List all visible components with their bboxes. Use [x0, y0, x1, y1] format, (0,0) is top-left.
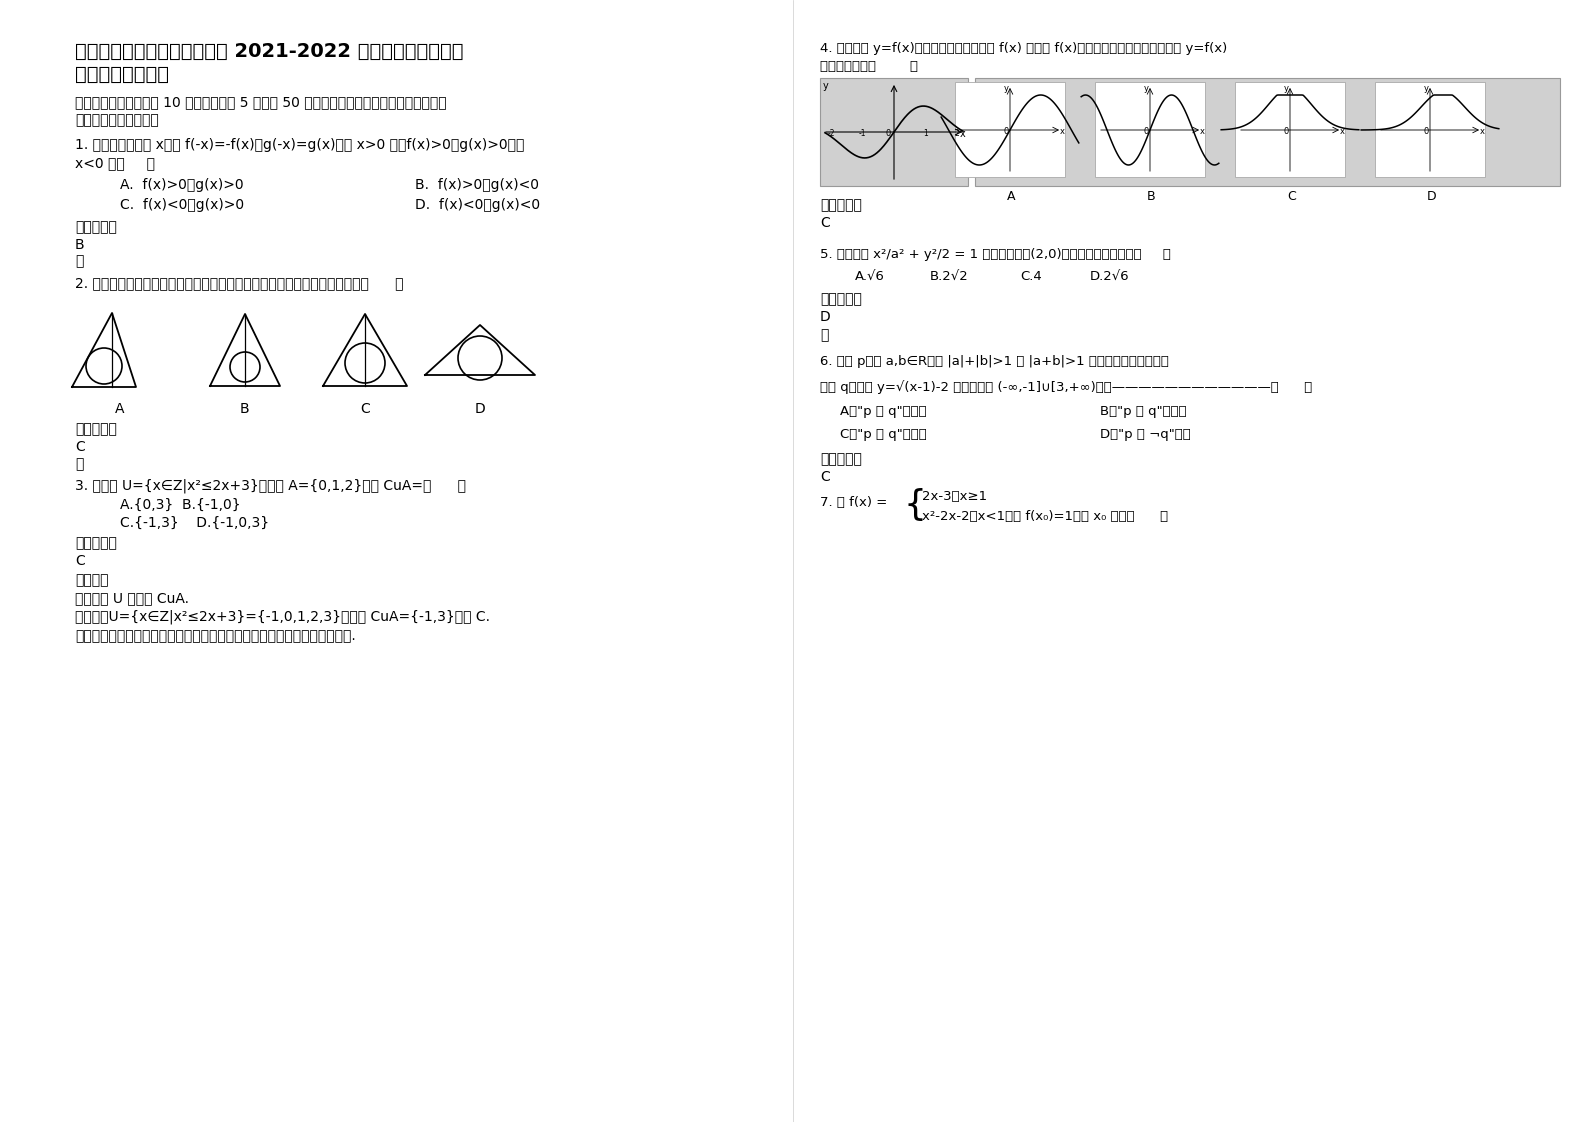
Text: 0: 0 — [1144, 127, 1149, 136]
Text: 0: 0 — [1424, 127, 1430, 136]
Text: C: C — [820, 470, 830, 484]
Text: y: y — [1005, 84, 1009, 93]
Text: B.2√2: B.2√2 — [930, 270, 968, 283]
Bar — [820, 79, 968, 186]
Text: x: x — [1481, 127, 1485, 136]
Text: 一、选择题：本大题共 10 小题，每小题 5 分，共 50 分。在每小题给出的四个选项中，只有: 一、选择题：本大题共 10 小题，每小题 5 分，共 50 分。在每小题给出的四… — [75, 95, 446, 109]
Text: 1: 1 — [924, 129, 928, 138]
Text: C.  f(x)<0，g(x)>0: C. f(x)<0，g(x)>0 — [121, 197, 244, 212]
Text: C: C — [1287, 190, 1295, 203]
Text: -1: -1 — [859, 129, 867, 138]
Text: 的图象大致是（        ）: 的图象大致是（ ） — [820, 59, 917, 73]
Text: 略: 略 — [75, 457, 84, 471]
Text: 求出全集 U 后可得 CuA.: 求出全集 U 后可得 CuA. — [75, 591, 189, 605]
Text: B: B — [75, 238, 84, 252]
Text: C: C — [75, 440, 84, 454]
Text: 参考答案：: 参考答案： — [820, 452, 862, 466]
Text: 参考答案：: 参考答案： — [75, 220, 117, 234]
Text: x: x — [1339, 127, 1346, 136]
Text: B.  f(x)>0，g(x)<0: B. f(x)>0，g(x)<0 — [414, 178, 540, 192]
Text: x: x — [960, 129, 966, 139]
Text: D.2√6: D.2√6 — [1090, 270, 1130, 283]
Text: D.  f(x)<0，g(x)<0: D. f(x)<0，g(x)<0 — [414, 197, 540, 212]
Text: 命题 q：函数 y=√(x-1)-2 的定义域是 (-∞,-1]∪[3,+∞)，则————————————（      ）: 命题 q：函数 y=√(x-1)-2 的定义域是 (-∞,-1]∪[3,+∞)，… — [820, 380, 1312, 394]
Text: A、"p 或 q"为假；: A、"p 或 q"为假； — [840, 405, 927, 419]
Text: C: C — [360, 402, 370, 416]
Text: B、"p 且 q"为真；: B、"p 且 q"为真； — [1100, 405, 1187, 419]
Text: 2. 正三棱锥内有一个内切球，经过棱锥的一条侧棱和高作截面，正确的图是（      ）: 2. 正三棱锥内有一个内切球，经过棱锥的一条侧棱和高作截面，正确的图是（ ） — [75, 276, 403, 289]
Text: C: C — [75, 554, 84, 568]
Text: C: C — [820, 217, 830, 230]
Text: 1. 已知对任意实数 x，有 f(-x)=-f(x)，g(-x)=g(x)，且 x>0 时，f(x)>0，g(x)>0，则: 1. 已知对任意实数 x，有 f(-x)=-f(x)，g(-x)=g(x)，且 … — [75, 138, 524, 151]
Text: 河北省石家庄市第五十三中学 2021-2022 学年高二数学理上学: 河北省石家庄市第五十三中学 2021-2022 学年高二数学理上学 — [75, 42, 463, 61]
Text: y: y — [1144, 84, 1149, 93]
Text: 0: 0 — [1005, 127, 1009, 136]
Text: 是一个符合题目要求的: 是一个符合题目要求的 — [75, 113, 159, 127]
Text: 参考答案：: 参考答案： — [820, 197, 862, 212]
Text: 2: 2 — [954, 129, 959, 138]
Text: A.{0,3}  B.{-1,0}: A.{0,3} B.{-1,0} — [121, 498, 241, 512]
Text: 期期末试卷含解析: 期期末试卷含解析 — [75, 65, 168, 84]
Text: {: { — [905, 488, 927, 522]
Bar — [1374, 82, 1485, 177]
Text: D、"p 且 ¬q"为真: D、"p 且 ¬q"为真 — [1100, 427, 1190, 441]
Bar — [974, 79, 1560, 186]
Text: C.4: C.4 — [1020, 270, 1041, 283]
Text: 4. 已知函数 y=f(x)的图象如右图所示其中 f(x) 是函数 f(x)的导函数），下面四个图象中 y=f(x): 4. 已知函数 y=f(x)的图象如右图所示其中 f(x) 是函数 f(x)的导… — [820, 42, 1227, 55]
Text: 略: 略 — [820, 328, 828, 342]
Text: C.{-1,3}    D.{-1,0,3}: C.{-1,3} D.{-1,0,3} — [121, 516, 270, 530]
Text: y: y — [824, 81, 828, 91]
Text: C、"p 或 q"为真；: C、"p 或 q"为真； — [840, 427, 927, 441]
Text: 【点睛】本题考查集合的补运算，是基础题，解题时注意集合中元素的属性.: 【点睛】本题考查集合的补运算，是基础题，解题时注意集合中元素的属性. — [75, 629, 355, 643]
Text: y: y — [1424, 84, 1428, 93]
Text: 【分析】: 【分析】 — [75, 573, 108, 587]
Text: y: y — [1284, 84, 1289, 93]
Text: 5. 已知椭圆 x²/a² + y²/2 = 1 的一个焦点为(2,0)，则椭圆的长轴长是（     ）: 5. 已知椭圆 x²/a² + y²/2 = 1 的一个焦点为(2,0)，则椭圆… — [820, 248, 1171, 261]
Text: x: x — [1060, 127, 1065, 136]
Text: 略: 略 — [75, 254, 84, 268]
Text: 参考答案：: 参考答案： — [820, 292, 862, 306]
Text: A: A — [1008, 190, 1016, 203]
Bar — [1235, 82, 1346, 177]
Text: D: D — [1427, 190, 1436, 203]
Text: x<0 时（     ）: x<0 时（ ） — [75, 156, 156, 171]
Text: 0: 0 — [886, 129, 892, 138]
Text: D: D — [475, 402, 486, 416]
Text: x²-2x-2，x<1，若 f(x₀)=1，则 x₀ 等于（      ）: x²-2x-2，x<1，若 f(x₀)=1，则 x₀ 等于（ ） — [922, 511, 1168, 523]
Text: B: B — [240, 402, 249, 416]
Text: 0: 0 — [1284, 127, 1289, 136]
Text: 6. 命题 p：若 a,b∈R，则 |a|+|b|>1 是 |a+b|>1 的充分而不必要条件；: 6. 命题 p：若 a,b∈R，则 |a|+|b|>1 是 |a+b|>1 的充… — [820, 355, 1170, 368]
Text: x: x — [1200, 127, 1205, 136]
Text: 参考答案：: 参考答案： — [75, 536, 117, 550]
Text: 3. 设全集 U={x∈Z|x²≤2x+3}，集合 A={0,1,2}，则 CuA=（      ）: 3. 设全集 U={x∈Z|x²≤2x+3}，集合 A={0,1,2}，则 Cu… — [75, 478, 467, 493]
Text: A.  f(x)>0，g(x)>0: A. f(x)>0，g(x)>0 — [121, 178, 244, 192]
Text: -2: -2 — [827, 129, 835, 138]
Text: A: A — [114, 402, 124, 416]
Bar — [1095, 82, 1205, 177]
Text: 参考答案：: 参考答案： — [75, 422, 117, 436]
Text: D: D — [820, 310, 830, 324]
Text: A.√6: A.√6 — [855, 270, 886, 283]
Bar — [955, 82, 1065, 177]
Text: 【详解】U={x∈Z|x²≤2x+3}={-1,0,1,2,3}，所以 CuA={-1,3}，选 C.: 【详解】U={x∈Z|x²≤2x+3}={-1,0,1,2,3}，所以 CuA=… — [75, 610, 490, 625]
Text: 7. 设 f(x) =: 7. 设 f(x) = — [820, 496, 887, 509]
Text: 2x-3，x≥1: 2x-3，x≥1 — [922, 490, 987, 503]
Text: B: B — [1147, 190, 1155, 203]
